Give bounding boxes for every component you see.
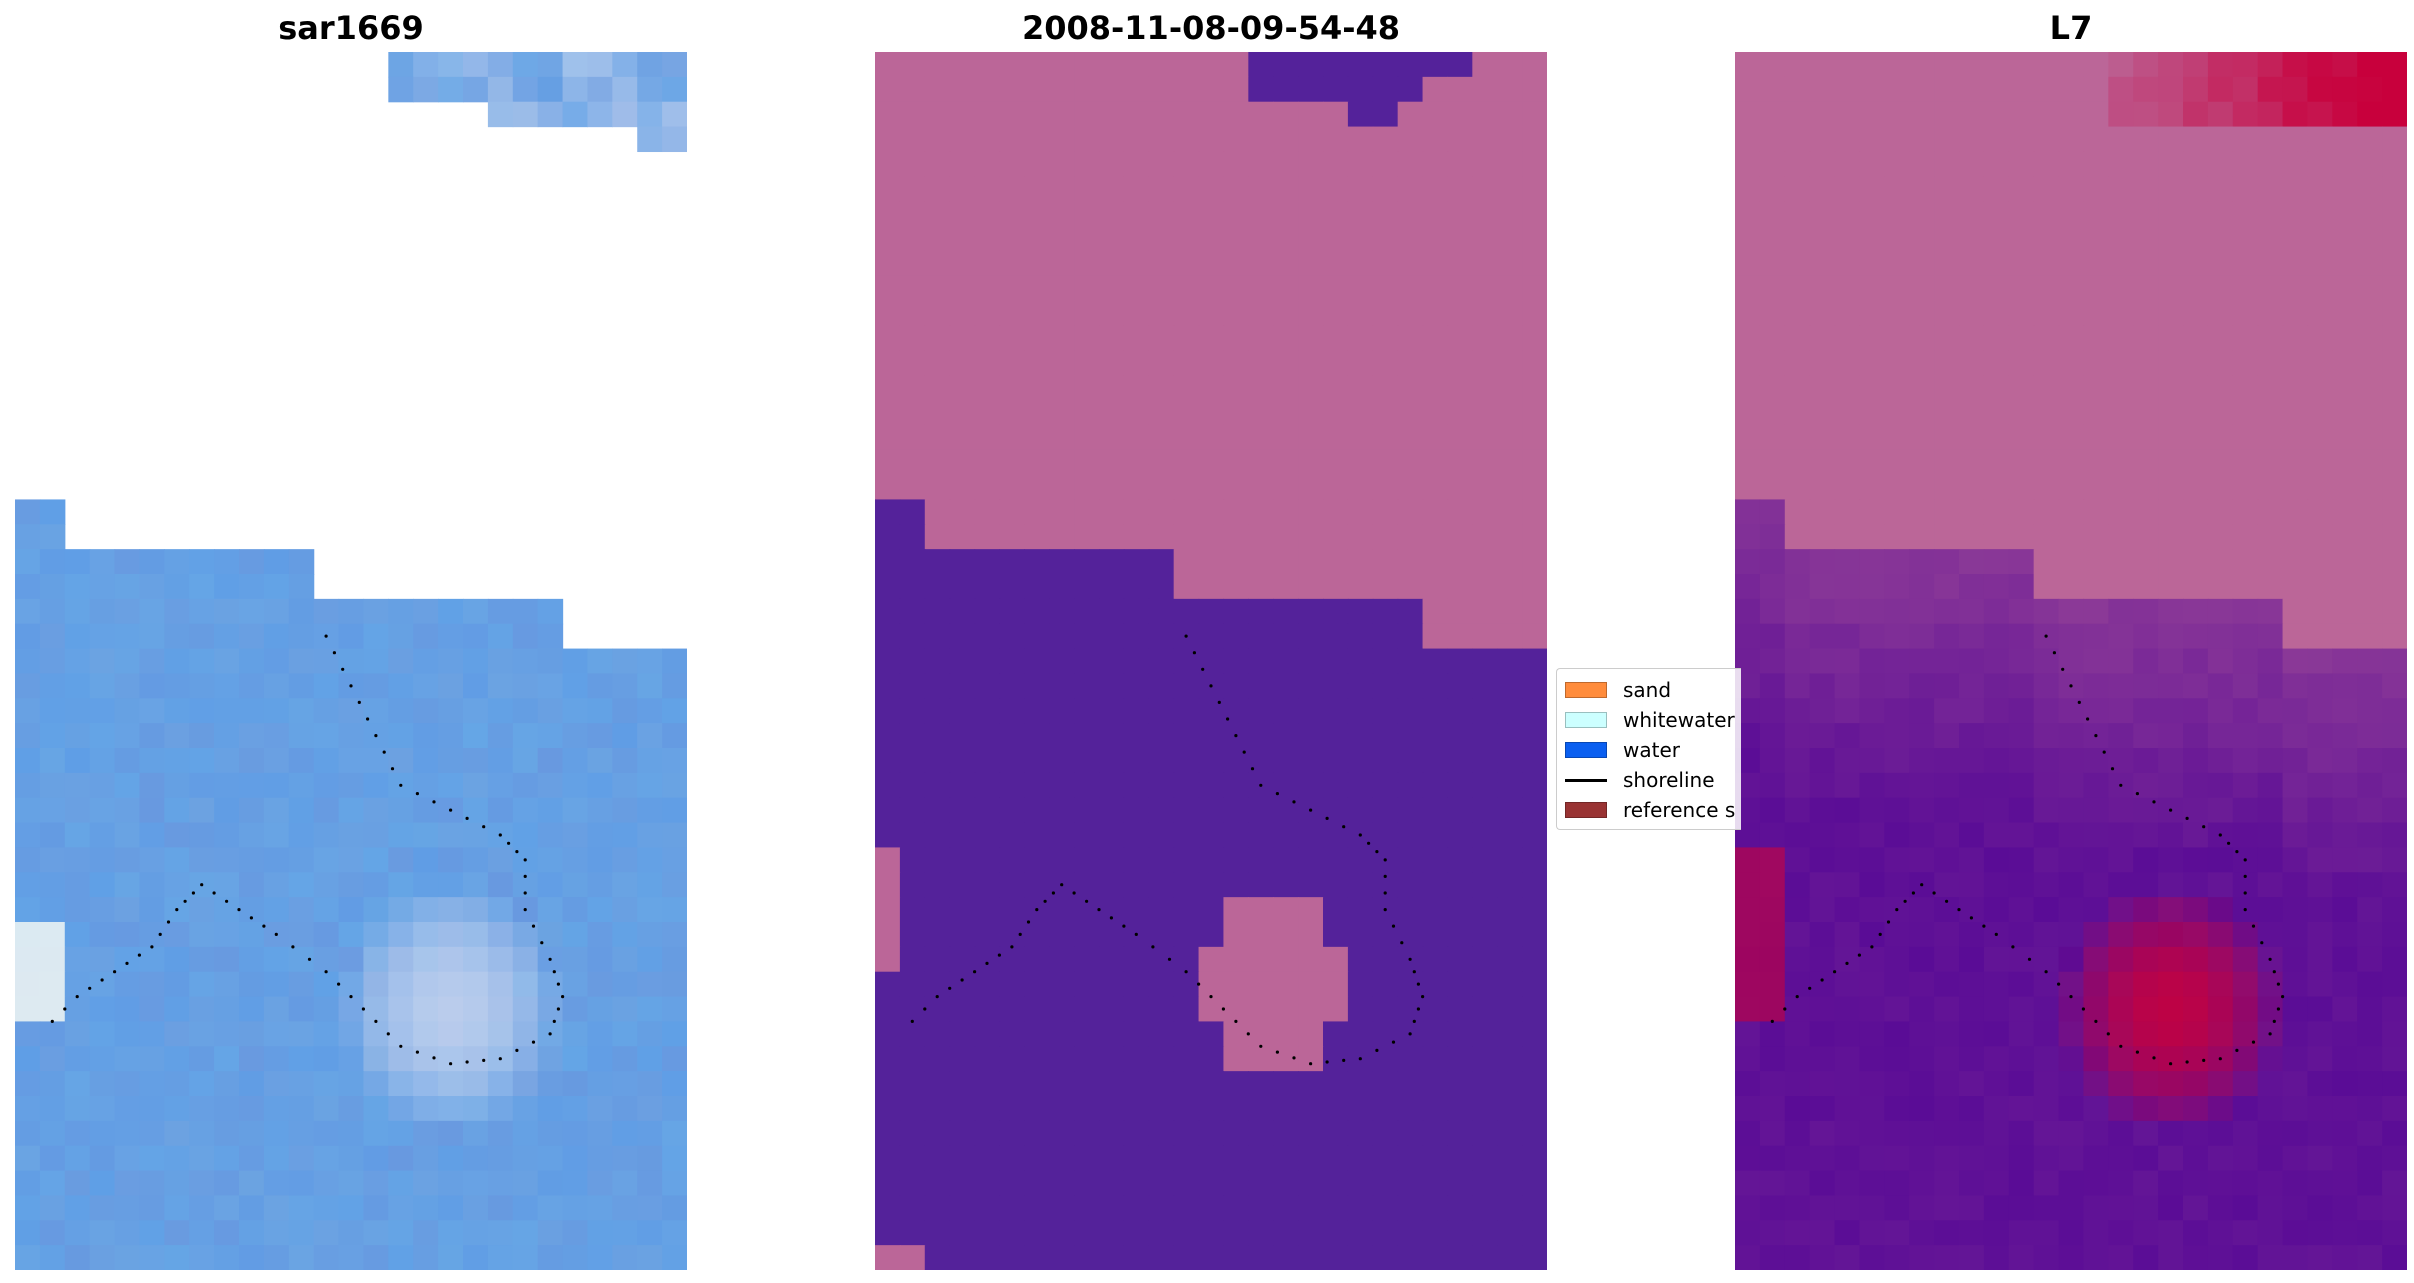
classified-image-panel [875, 52, 1547, 1270]
legend-label: reference s [1623, 798, 1736, 822]
index-image-panel [1735, 52, 2407, 1270]
legend-item-water: water [1565, 735, 1741, 765]
panel-title-classified: 2008-11-08-09-54-48 [1021, 9, 1401, 47]
legend-label: water [1623, 738, 1680, 762]
legend-line-shoreline [1565, 778, 1607, 782]
legend-swatch-reference [1565, 802, 1607, 818]
rgb-image-panel [15, 52, 687, 1270]
classified-image [875, 52, 1547, 1270]
legend: sand whitewater water shoreline referenc… [1556, 668, 1741, 830]
legend-swatch-water [1565, 742, 1607, 758]
legend-item-sand: sand [1565, 675, 1741, 705]
legend-swatch-sand [1565, 682, 1607, 698]
index-image [1735, 52, 2407, 1270]
rgb-satellite-image [15, 52, 687, 1270]
legend-swatch-whitewater [1565, 712, 1607, 728]
legend-item-reference-shoreline: reference s [1565, 795, 1741, 825]
panel-title-rgb: sar1669 [278, 9, 424, 47]
panel-title-index: L7 [2049, 9, 2093, 47]
legend-label: shoreline [1623, 768, 1715, 792]
legend-item-whitewater: whitewater [1565, 705, 1741, 735]
legend-item-shoreline: shoreline [1565, 765, 1741, 795]
legend-label: sand [1623, 678, 1672, 702]
legend-label: whitewater [1623, 708, 1735, 732]
